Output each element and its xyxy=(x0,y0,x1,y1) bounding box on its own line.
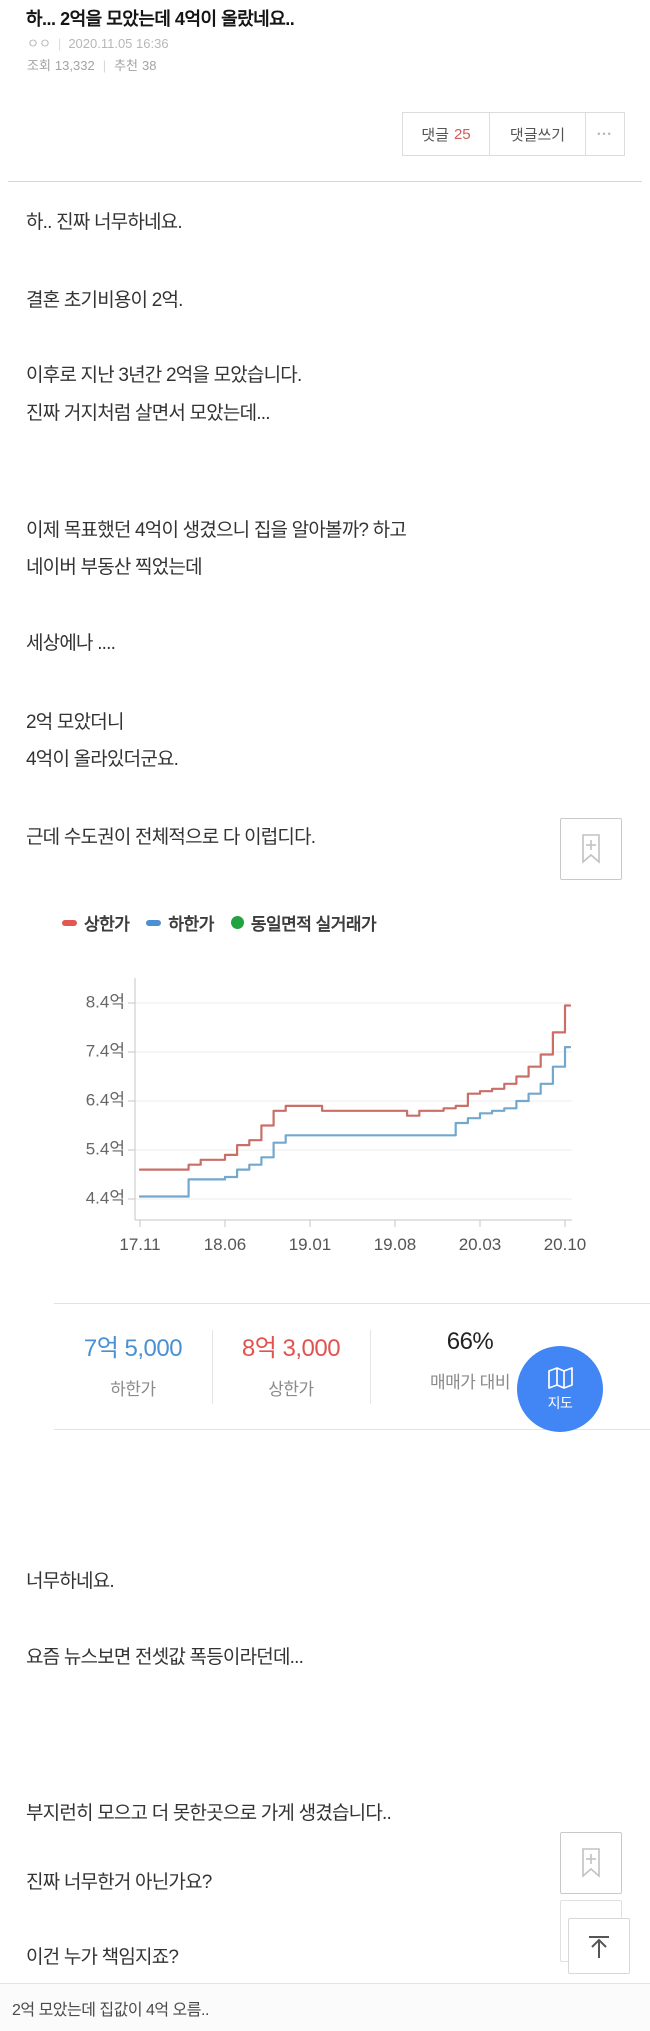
views-count: 13,332 xyxy=(54,58,95,73)
body-line: 4억이 올라있더군요. xyxy=(26,749,179,770)
x-tick-label: 18.06 xyxy=(204,1235,247,1254)
views-label: 조회 xyxy=(27,58,51,73)
x-tick-label: 17.11 xyxy=(119,1235,160,1254)
ellipsis-icon: ••• xyxy=(597,129,613,139)
post-title: 하... 2억을 모았는데 4억이 올랐네요.. xyxy=(26,9,295,29)
comments-button[interactable]: 댓글 25 xyxy=(402,112,490,156)
comment-button-row: 댓글 25 댓글쓰기 ••• xyxy=(402,112,625,156)
summary-divider xyxy=(370,1330,371,1404)
x-tick-label: 19.08 xyxy=(374,1235,417,1254)
body-line: 이제 목표했던 4억이 생겼으니 집을 알아볼까? 하고 xyxy=(26,520,407,541)
legend-item-upper: 상한가 xyxy=(62,910,130,935)
likes-label: 추천 xyxy=(114,58,138,73)
y-tick-label: 7.4억 xyxy=(86,1041,125,1060)
bookmark-plus-icon xyxy=(582,834,600,864)
body-line: 너무하네요. xyxy=(26,1571,115,1592)
body-line: 요즘 뉴스보면 전셋값 폭등이라던데... xyxy=(26,1647,304,1668)
lower-price-line xyxy=(138,1046,572,1198)
x-tick-label: 20.03 xyxy=(459,1235,502,1254)
map-icon xyxy=(547,1366,573,1389)
y-tick-label: 5.4억 xyxy=(86,1139,125,1158)
body-line: 근데 수도권이 전체적으로 다 이럽디다. xyxy=(26,827,316,848)
upper-price-line xyxy=(138,1004,572,1171)
y-tick-label: 4.4억 xyxy=(86,1188,125,1207)
map-button-label: 지도 xyxy=(547,1394,573,1411)
body-line: 세상에나 .... xyxy=(26,633,116,654)
price-trend-chart: 8.4억 7.4억 6.4억 5.4억 4.4억 17.11 18.06 19.… xyxy=(86,978,587,1254)
bookmark-button[interactable] xyxy=(560,1832,622,1894)
chart-legend: 상한가 하한가 동일면적 실거래가 xyxy=(62,910,377,935)
y-tick-label: 8.4억 xyxy=(86,992,125,1011)
scroll-to-top-icon xyxy=(589,1936,609,1958)
body-line: 2억 모았더니 xyxy=(26,712,124,733)
red-dash-icon xyxy=(62,919,77,926)
green-dot-icon xyxy=(230,916,244,929)
write-comment-button[interactable]: 댓글쓰기 xyxy=(489,112,586,156)
footer-caption-bar: 2억 모았는데 집값이 4억 오름.. xyxy=(0,1983,650,2031)
likes-count: 38 xyxy=(142,58,157,73)
author: ㅇㅇ xyxy=(27,36,51,51)
body-line: 진짜 너무한거 아닌가요? xyxy=(26,1872,212,1893)
x-tick-label: 20.10 xyxy=(544,1235,587,1254)
body-line: 네이버 부동산 찍었는데 xyxy=(26,557,203,578)
post-stats: 조회 13,332 | 추천 38 xyxy=(27,55,156,74)
body-line: 진짜 거지처럼 살면서 모았는데... xyxy=(26,403,271,424)
body-line: 이건 누가 책임지죠? xyxy=(26,1947,179,1968)
body-line: 부지런히 모으고 더 못한곳으로 가게 생겼습니다.. xyxy=(26,1803,392,1824)
summary-ratio: 66% 매매가 대비 xyxy=(430,1328,510,1392)
comment-count-badge: 25 xyxy=(453,125,471,143)
scroll-to-top-button[interactable] xyxy=(568,1918,630,1974)
blue-dash-icon xyxy=(146,919,162,926)
bookmark-button[interactable] xyxy=(560,818,622,880)
map-button[interactable]: 지도 xyxy=(517,1346,603,1432)
summary-lower-price: 7억 5,000 하한가 xyxy=(83,1335,183,1399)
meta-separator: | xyxy=(57,36,62,51)
summary-upper-price: 8억 3,000 상한가 xyxy=(241,1335,341,1399)
legend-item-lower: 하한가 xyxy=(146,910,214,935)
more-options-button[interactable]: ••• xyxy=(585,112,625,156)
bookmark-plus-icon xyxy=(582,1848,600,1878)
body-line: 결혼 초기비용이 2억. xyxy=(26,290,183,311)
summary-divider xyxy=(212,1330,213,1404)
body-line: 이후로 지난 3년간 2억을 모았습니다. xyxy=(26,365,302,386)
post-meta: ㅇㅇ | 2020.11.05 16:36 xyxy=(27,33,169,52)
body-line: 하.. 진짜 너무하네요. xyxy=(26,212,183,233)
legend-item-real-price: 동일면적 실거래가 xyxy=(230,910,377,935)
stats-separator: | xyxy=(102,58,107,73)
footer-caption-text: 2억 모았는데 집값이 4억 오름.. xyxy=(12,2002,209,2019)
header-divider xyxy=(8,181,642,182)
post-date: 2020.11.05 16:36 xyxy=(68,36,169,51)
y-tick-label: 6.4억 xyxy=(86,1090,125,1109)
x-tick-label: 19.01 xyxy=(289,1235,332,1254)
